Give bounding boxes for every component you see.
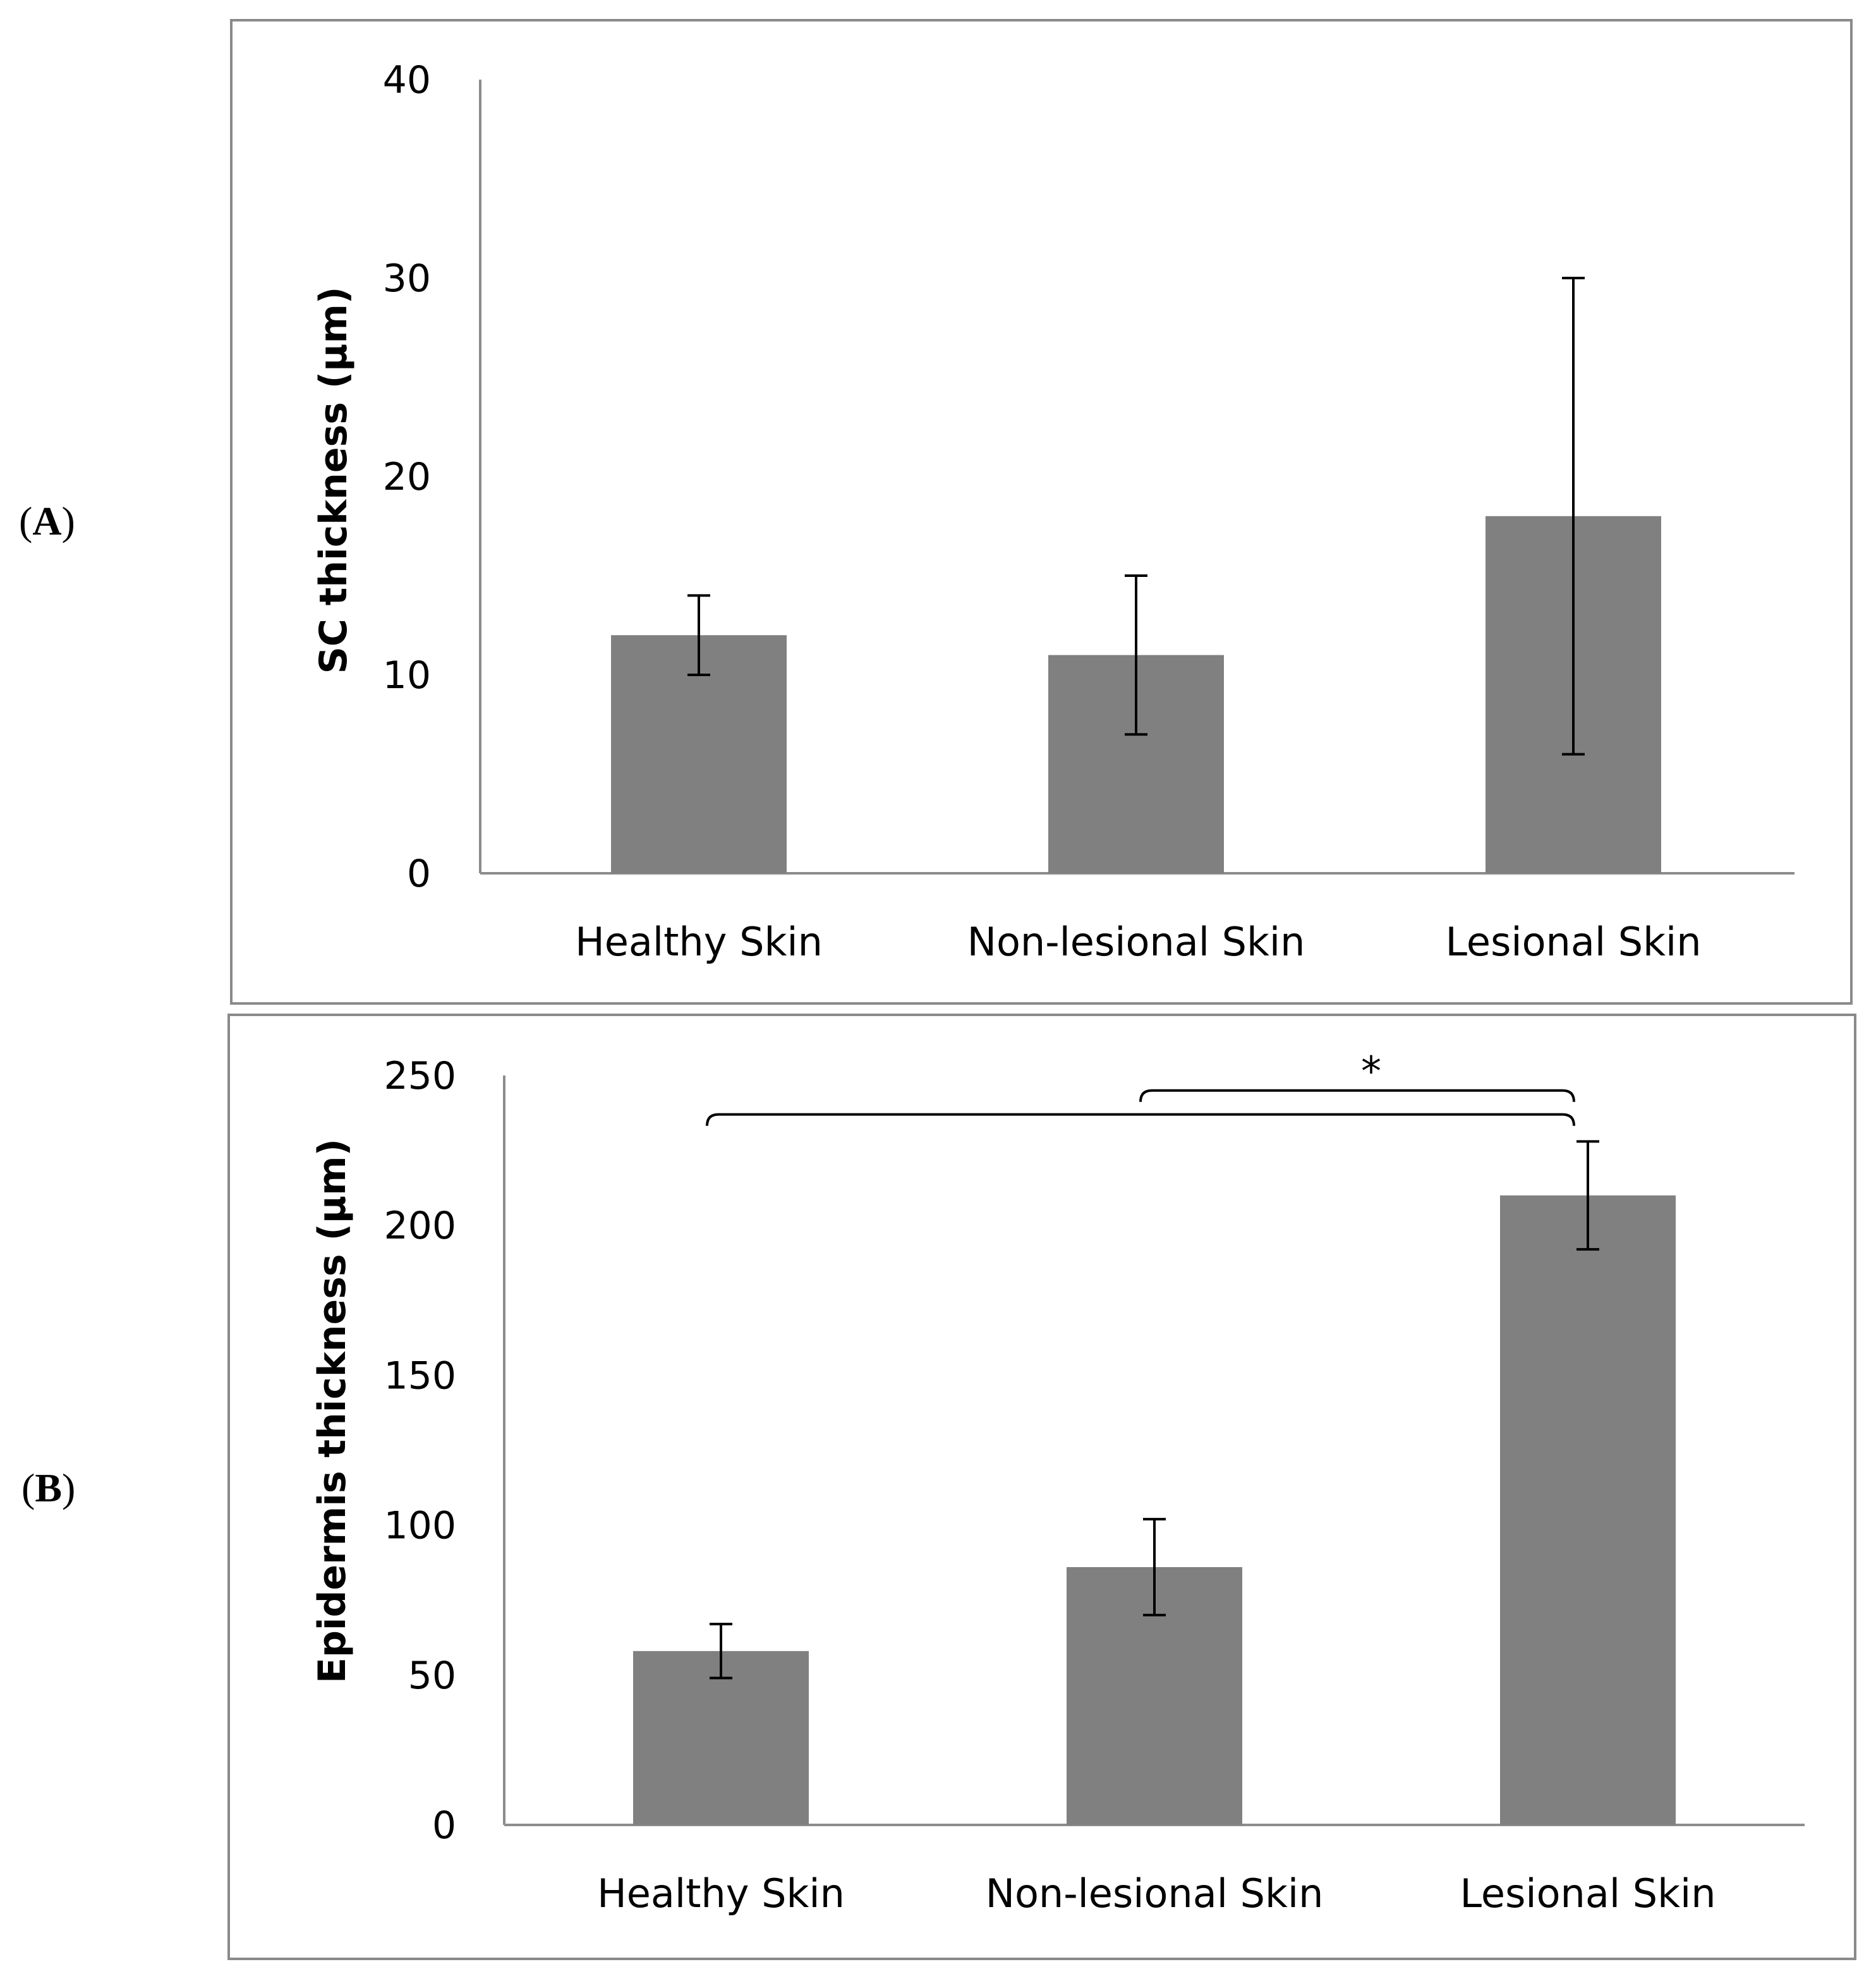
panel-a-y-tick-label: 30 <box>383 257 431 301</box>
panel-b-bar <box>633 1651 809 1825</box>
panel-a-category-label: Lesional Skin <box>1445 919 1701 965</box>
panel-b-significance-bracket <box>1139 1089 1575 1102</box>
panel-b-y-tick-label: 250 <box>384 1054 456 1098</box>
panel-a-tag: (A) <box>19 499 75 543</box>
panel-a-y-tick-label: 40 <box>383 58 431 102</box>
panel-b-significance-bracket <box>706 1113 1575 1126</box>
panel-a-y-tick-label: 10 <box>383 653 431 698</box>
panel-a-y-axis-title: SC thickness (µm) <box>312 287 356 674</box>
panel-a-chart: 0 10 20 30 40 Healthy Skin Non-lesional Skin Le… <box>383 58 1794 965</box>
panel-b-significance-label: * <box>1361 1049 1381 1096</box>
panel-b-y-tick-label: 100 <box>384 1504 456 1548</box>
panel-a-frame <box>230 19 1853 1005</box>
panel-b-y-tick-label: 0 <box>432 1803 456 1848</box>
panel-b-tag: (B) <box>21 1465 75 1510</box>
panel-b-y-tick-label: 50 <box>408 1654 456 1698</box>
panel-a-y-tick-label: 20 <box>383 455 431 499</box>
panel-b-chart: 0 50 100 150 200 250 Healthy Skin Non-lesional … <box>384 1049 1805 1917</box>
panel-b-y-tick-label: 200 <box>384 1204 456 1248</box>
panel-a-category-label: Non-lesional Skin <box>967 919 1305 965</box>
panel-b-y-axis-title: Epidermis thickness (µm) <box>310 1139 354 1683</box>
panel-b-y-tick-label: 150 <box>384 1354 456 1398</box>
panel-b-bar <box>1500 1195 1676 1825</box>
panel-a-category-label: Healthy Skin <box>575 919 823 965</box>
panel-a-y-tick-label: 0 <box>407 852 431 896</box>
panel-b-category-label: Healthy Skin <box>597 1870 845 1917</box>
panel-b-frame <box>227 1014 1856 1960</box>
panel-b-category-label: Lesional Skin <box>1460 1870 1716 1917</box>
panel-b-category-label: Non-lesional Skin <box>986 1870 1324 1917</box>
